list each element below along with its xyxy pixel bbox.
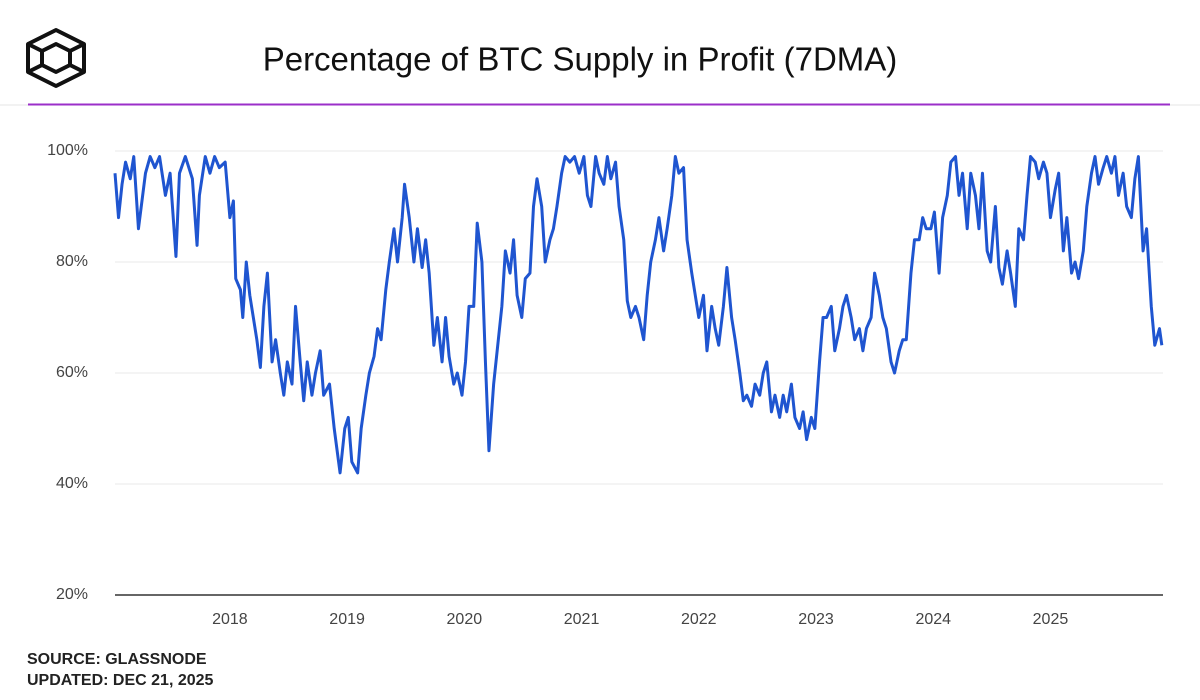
x-tick-label: 2018 — [212, 611, 248, 628]
y-tick-label: 60% — [56, 364, 88, 381]
x-tick-label: 2019 — [329, 611, 365, 628]
chart-title: Percentage of BTC Supply in Profit (7DMA… — [263, 41, 898, 78]
x-tick-label: 2021 — [564, 611, 600, 628]
y-tick-label: 20% — [56, 586, 88, 603]
x-tick-label: 2023 — [798, 611, 834, 628]
x-tick-label: 2025 — [1033, 611, 1069, 628]
y-tick-label: 100% — [47, 142, 88, 159]
y-tick-label: 80% — [56, 253, 88, 270]
source-note: SOURCE: GLASSNODE — [27, 651, 207, 668]
x-tick-label: 2024 — [915, 611, 951, 628]
data-line — [113, 155, 1164, 475]
updated-note: UPDATED: DEC 21, 2025 — [27, 672, 214, 689]
logo — [26, 28, 86, 88]
x-tick-label: 2020 — [447, 611, 483, 628]
x-tick-label: 2022 — [681, 611, 717, 628]
y-tick-label: 40% — [56, 475, 88, 492]
